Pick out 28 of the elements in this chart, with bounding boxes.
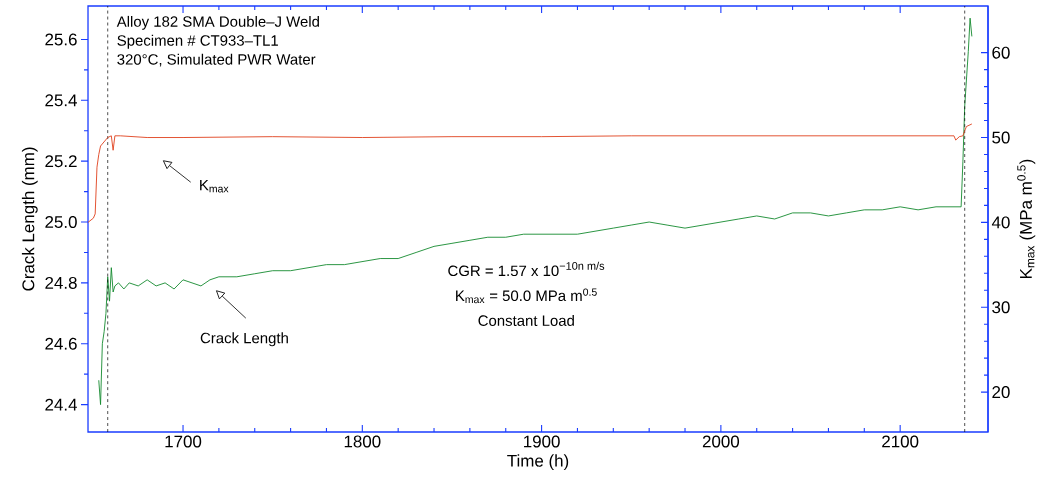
annotation: Specimen # CT933–TL1 <box>117 34 278 49</box>
annotation: K$_{max}$ = 50.0 MPa m$^{0.5}$ <box>456 288 597 304</box>
y-tick-label: 24.8 <box>45 276 77 289</box>
y2-tick-label: 50 <box>992 131 1010 144</box>
y-axis-title: Crack Length (mm) <box>21 147 38 291</box>
y-tick-label: 24.4 <box>45 398 77 411</box>
y-tick-label: 25.4 <box>45 94 77 107</box>
annotation: $\mbox{CGR = 1.57 x 10}^{\mbox{\fontsize{11}{12}\selectfont −10n m/s}}$ <box>448 261 605 277</box>
y-tick-label: 25.0 <box>45 216 77 229</box>
y2-tick-label: 40 <box>991 216 1010 229</box>
x-tick-label: 2000 <box>702 435 740 448</box>
y2-axis-title: K$_{max}$ (MPa m$^{0.5}$) <box>1017 159 1036 278</box>
x-tick-label: 1700 <box>165 435 202 448</box>
annotation: Constant Load <box>478 314 574 326</box>
y2-tick-label: 30 <box>992 301 1010 314</box>
y-tick-label: 25.2 <box>45 155 77 168</box>
annotation: Crack Length <box>200 332 288 347</box>
annotation: K$_{max}$ <box>200 179 229 193</box>
x-tick-label: 1800 <box>344 435 381 448</box>
y2-tick-label: 20 <box>992 386 1010 399</box>
y-tick-label: 25.6 <box>45 33 77 46</box>
y-tick-label: 24.6 <box>45 337 77 350</box>
y2-tick-label: 60 <box>992 46 1010 59</box>
x-tick-label: 2100 <box>882 435 919 448</box>
annotation: 320°C, Simulated PWR Water <box>117 53 316 67</box>
x-tick-label: 1900 <box>524 435 560 448</box>
annotation: Alloy 182 SMA Double–J Weld <box>116 15 319 30</box>
x-axis-title: Time (h) <box>507 454 569 471</box>
